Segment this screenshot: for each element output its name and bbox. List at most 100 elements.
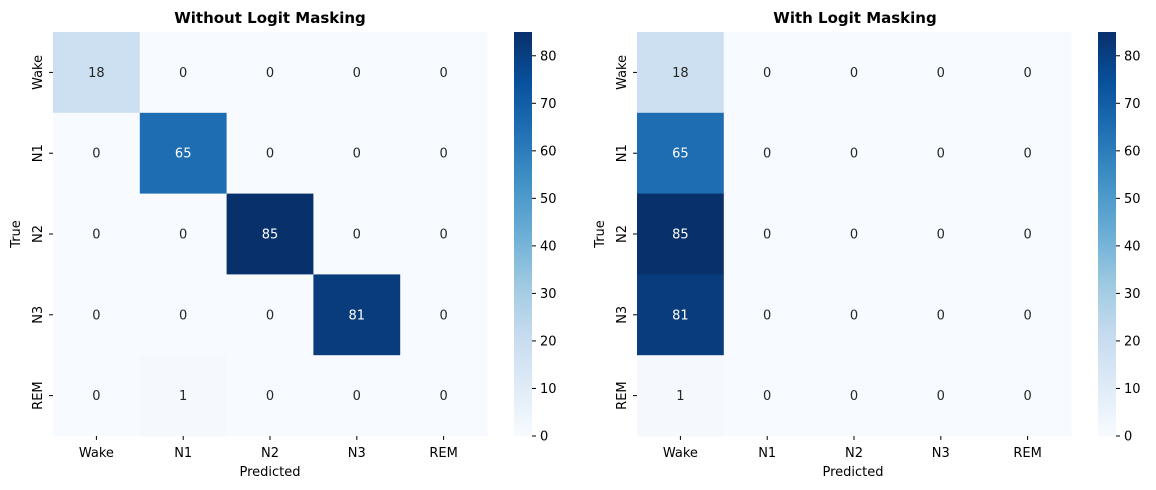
- heatmap-cell: [53, 32, 141, 114]
- cell-value-label: 0: [1023, 147, 1031, 162]
- cell-value-label: 0: [92, 228, 100, 243]
- y-tick-label: N1: [31, 144, 46, 162]
- colorbar-tick-label: 20: [1124, 334, 1141, 349]
- heatmap-cell: [53, 355, 141, 437]
- heatmap-cell: [984, 193, 1072, 275]
- heatmap-panel-left: Without Logit Masking 18 0 0 0 00 65 0 0 00 0 85 0 0…: [9, 9, 557, 480]
- cell-value-label: 0: [937, 389, 945, 404]
- heatmap-cell: [400, 112, 488, 195]
- colorbar-tick-label: 80: [540, 49, 557, 64]
- cell-value-label: 0: [266, 389, 274, 404]
- heatmap-cell: [810, 32, 898, 114]
- heatmap-cell: [313, 112, 401, 195]
- cell-value-label: 0: [937, 228, 945, 243]
- heatmap-cell: [637, 112, 725, 195]
- heatmap-cell: [53, 112, 141, 195]
- y-tick-label: REM: [31, 381, 46, 409]
- x-tick-label: REM: [1013, 446, 1041, 461]
- heatmap-cell: [897, 32, 985, 114]
- heatmap-cell: [313, 193, 401, 275]
- y-tick-label: REM: [615, 381, 630, 409]
- cell-value-label: 0: [179, 228, 187, 243]
- cell-value-label: 0: [439, 228, 447, 243]
- heatmap-cells-left: 18 0 0 0 0 0 65 0 0 0 0 0 85 0 0 0 0 0 81 0 0 1 0 0 0: [53, 32, 488, 437]
- x-tick-label: N2: [845, 446, 863, 461]
- cell-value-label: 0: [92, 147, 100, 162]
- colorbar-tick-label: 80: [1124, 49, 1141, 64]
- colorbar-tick-label: 10: [1124, 382, 1141, 397]
- heatmap-cell: [897, 193, 985, 275]
- y-tick-label: N2: [31, 225, 46, 243]
- x-tick-label: N3: [932, 446, 950, 461]
- cell-value-label: 0: [1023, 228, 1031, 243]
- colorbar-tick-label: 0: [540, 430, 548, 445]
- cell-value-label: 0: [763, 389, 771, 404]
- heatmap-cell: [897, 355, 985, 437]
- cell-value-label: 0: [266, 66, 274, 81]
- y-tick-label: N2: [615, 225, 630, 243]
- heatmap-cell: [810, 112, 898, 195]
- cell-value-label: 0: [850, 389, 858, 404]
- heatmap-cell: [400, 32, 488, 114]
- cell-value-label: 0: [92, 389, 100, 404]
- cell-value-label: 0: [937, 147, 945, 162]
- heatmap-cell: [637, 193, 725, 275]
- heatmap-cell: [637, 274, 725, 356]
- heatmap-cell: [313, 274, 401, 356]
- y-axis-label-left: True: [9, 220, 24, 249]
- colorbar-tick-label: 20: [540, 334, 557, 349]
- cell-value-label: 0: [763, 308, 771, 323]
- heatmap-cell: [984, 112, 1072, 195]
- colorbar-tick-label: 70: [540, 97, 557, 112]
- cell-value-label: 0: [763, 147, 771, 162]
- x-tick-label: N1: [758, 446, 776, 461]
- cell-value-label: 0: [850, 228, 858, 243]
- colorbar-tick-label: 60: [1124, 144, 1141, 159]
- colorbar-tick-label: 50: [1124, 192, 1141, 207]
- cell-value-label: 85: [672, 228, 689, 243]
- x-axis-label-right: Predicted: [822, 465, 883, 480]
- heatmap-cell: [226, 32, 314, 114]
- heatmap-cell: [139, 112, 228, 195]
- cell-value-label: 0: [1023, 308, 1031, 323]
- chart-title-left: Without Logit Masking: [174, 9, 366, 27]
- colorbar-left: [514, 32, 532, 436]
- cell-value-label: 0: [850, 147, 858, 162]
- heatmap-cell: [226, 112, 314, 195]
- cell-value-label: 81: [349, 308, 366, 323]
- cell-value-label: 0: [1023, 389, 1031, 404]
- colorbar-right: [1098, 32, 1116, 436]
- heatmap-cell: [226, 355, 314, 437]
- cell-value-label: 0: [353, 228, 361, 243]
- colorbar-tick-label: 10: [540, 382, 557, 397]
- cell-value-label: 0: [937, 66, 945, 81]
- heatmap-cell: [723, 112, 812, 195]
- heatmap-cell: [723, 355, 812, 437]
- cell-value-label: 0: [266, 308, 274, 323]
- heatmap-cell: [400, 355, 488, 437]
- heatmap-cell: [984, 274, 1072, 356]
- cell-value-label: 0: [179, 66, 187, 81]
- y-tick-labels-right: Wake N1 N2 N3 REM: [615, 55, 637, 410]
- heatmap-cell: [810, 193, 898, 275]
- heatmap-cell: [139, 193, 228, 275]
- heatmap-cell: [139, 355, 228, 437]
- cell-value-label: 85: [262, 228, 279, 243]
- cell-value-label: 0: [763, 66, 771, 81]
- heatmap-cell: [637, 32, 725, 114]
- cell-value-label: 0: [439, 147, 447, 162]
- y-tick-labels-left: Wake N1 N2 N3 REM: [31, 55, 53, 410]
- cell-value-label: 0: [850, 308, 858, 323]
- cell-value-label: 1: [676, 389, 684, 404]
- colorbar-tick-label: 30: [540, 287, 557, 302]
- cell-value-label: 0: [92, 308, 100, 323]
- heatmap-cell: [53, 274, 141, 356]
- colorbar-tick-label: 60: [540, 144, 557, 159]
- x-tick-label: Wake: [79, 446, 114, 461]
- heatmap-cells-right: 18 0 0 0 0 65 0 0 0 0 85 0 0 0 0 81 0 0 0 0 1 0 0 0 0: [637, 32, 1072, 437]
- cell-value-label: 0: [353, 147, 361, 162]
- heatmap-cell: [400, 274, 488, 356]
- heatmap-cell: [810, 274, 898, 356]
- cell-value-label: 0: [266, 147, 274, 162]
- heatmap-cell: [723, 193, 812, 275]
